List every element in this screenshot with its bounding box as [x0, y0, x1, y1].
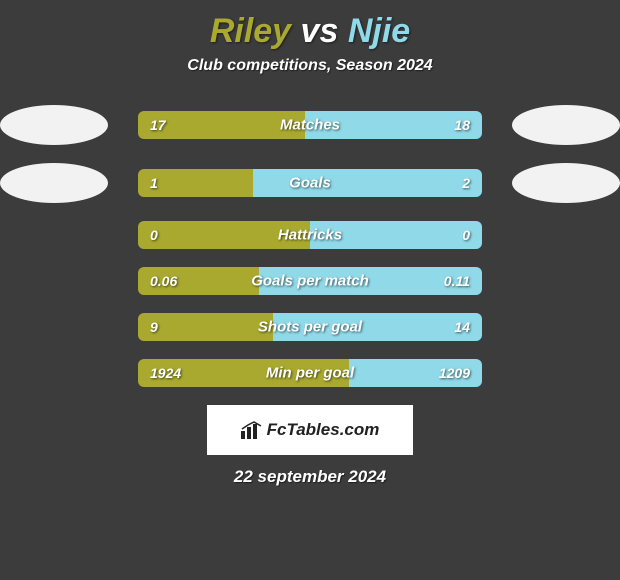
logo-text: FcTables.com [267, 420, 380, 440]
comparison-card: Riley vs Njie Club competitions, Season … [0, 0, 620, 487]
player2-avatar [512, 105, 620, 145]
stat-row: 1924 1209 Min per goal [0, 359, 620, 387]
stat-value-right: 0 [462, 227, 470, 243]
stat-label: Hattricks [278, 227, 342, 244]
stat-row: 17 18 Matches [0, 105, 620, 145]
stats-list: 17 18 Matches 1 2 Goals 0 0 Hattricks 0.06 0.11 Goa… [0, 105, 620, 387]
stat-value-left: 1924 [150, 365, 181, 381]
title-vs: vs [301, 12, 339, 50]
stat-value-right: 14 [454, 319, 470, 335]
spacer [0, 267, 108, 295]
stat-row: 0 0 Hattricks [0, 221, 620, 249]
player1-avatar [0, 163, 108, 203]
date-label: 22 september 2024 [0, 467, 620, 487]
stat-bar: 1 2 Goals [138, 169, 482, 197]
stat-label: Min per goal [266, 365, 354, 382]
stat-value-right: 18 [454, 117, 470, 133]
stat-value-left: 0 [150, 227, 158, 243]
spacer [0, 359, 108, 387]
spacer [512, 359, 620, 387]
stat-value-left: 17 [150, 117, 166, 133]
stat-value-right: 2 [462, 175, 470, 191]
spacer [512, 221, 620, 249]
stat-row: 9 14 Shots per goal [0, 313, 620, 341]
stat-value-right: 1209 [439, 365, 470, 381]
player2-avatar [512, 163, 620, 203]
stat-bar: 1924 1209 Min per goal [138, 359, 482, 387]
stat-value-left: 0.06 [150, 273, 177, 289]
fctables-logo[interactable]: FcTables.com [207, 405, 413, 455]
title-player2: Njie [348, 12, 410, 50]
chart-icon [241, 421, 263, 439]
player1-avatar [0, 105, 108, 145]
bar-right-fill [253, 169, 482, 197]
stat-bar: 0.06 0.11 Goals per match [138, 267, 482, 295]
stat-value-left: 1 [150, 175, 158, 191]
stat-label: Matches [280, 117, 340, 134]
stat-label: Shots per goal [258, 319, 362, 336]
stat-row: 0.06 0.11 Goals per match [0, 267, 620, 295]
stat-bar: 9 14 Shots per goal [138, 313, 482, 341]
bar-left-fill [138, 313, 273, 341]
page-title: Riley vs Njie [0, 12, 620, 51]
stat-value-left: 9 [150, 319, 158, 335]
title-player1: Riley [210, 12, 291, 50]
subtitle: Club competitions, Season 2024 [0, 57, 620, 75]
spacer [0, 313, 108, 341]
spacer [512, 267, 620, 295]
spacer [512, 313, 620, 341]
stat-label: Goals per match [251, 273, 369, 290]
stat-bar: 17 18 Matches [138, 111, 482, 139]
spacer [0, 221, 108, 249]
stat-row: 1 2 Goals [0, 163, 620, 203]
stat-bar: 0 0 Hattricks [138, 221, 482, 249]
stat-value-right: 0.11 [444, 273, 470, 289]
stat-label: Goals [289, 175, 331, 192]
